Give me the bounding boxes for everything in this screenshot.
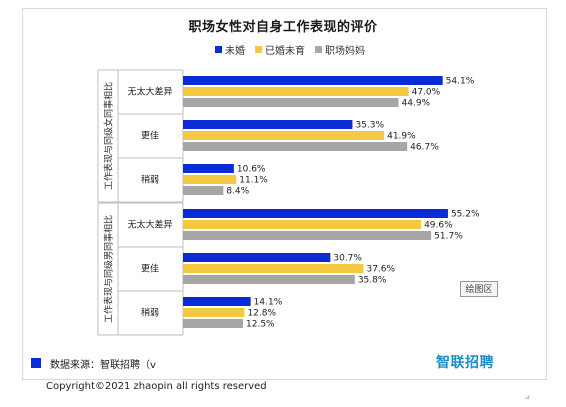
bar-married-no-kids-female-better xyxy=(183,131,385,140)
bar-working-mother-female-weaker xyxy=(183,186,224,195)
data-label: 14.1% xyxy=(254,298,283,308)
data-label: 51.7% xyxy=(434,232,463,242)
bar-unmarried-female-weaker xyxy=(183,164,234,173)
group-label: 工作表现与同级女同事相比 xyxy=(103,82,115,190)
plot-area-button[interactable]: 绘图区 xyxy=(460,281,498,297)
bar-married-no-kids-female-weaker xyxy=(183,175,237,184)
data-label: 44.9% xyxy=(402,99,431,109)
legend-item-unmarried: 未婚 xyxy=(215,42,245,57)
legend-swatch-working-mother xyxy=(315,46,322,53)
data-label: 35.8% xyxy=(358,276,387,286)
data-label: 47.0% xyxy=(412,88,441,98)
legend-label-working-mother: 职场妈妈 xyxy=(325,46,365,57)
bar-working-mother-male-no-difference xyxy=(183,231,432,240)
bar-married-no-kids-male-no-difference xyxy=(183,220,422,229)
bar-married-no-kids-male-weaker xyxy=(183,308,245,317)
data-label: 11.1% xyxy=(239,176,268,186)
data-label: 12.5% xyxy=(246,320,275,330)
brand-logo: 智联招聘 xyxy=(436,355,494,371)
data-label: 8.4% xyxy=(226,187,249,197)
data-label: 54.1% xyxy=(446,77,475,87)
category-label-weaker: 稍弱 xyxy=(141,174,159,186)
copyright: Copyright©2021 zhaopin all rights reserv… xyxy=(46,381,267,392)
data-label: 35.3% xyxy=(355,121,384,131)
bar-unmarried-male-no-difference xyxy=(183,209,448,218)
corner-mark: ⊿ xyxy=(525,394,531,401)
legend-item-working-mother: 职场妈妈 xyxy=(315,42,365,57)
data-label: 12.8% xyxy=(247,309,276,319)
source-marker-icon xyxy=(31,358,41,368)
bar-unmarried-male-better xyxy=(183,253,331,262)
bar-unmarried-female-better xyxy=(183,120,353,129)
legend-swatch-married-no-kids xyxy=(255,46,262,53)
data-label: 49.6% xyxy=(424,221,453,231)
legend-label-unmarried: 未婚 xyxy=(225,46,245,57)
data-label: 41.9% xyxy=(387,132,416,142)
category-label-no-difference: 无太大差异 xyxy=(127,86,172,98)
bar-working-mother-male-weaker xyxy=(183,319,243,328)
chart-title: 职场女性对自身工作表现的评价 xyxy=(188,20,378,35)
chart-legend: 未婚 已婚未育 职场妈妈 xyxy=(215,42,365,57)
bar-working-mother-female-better xyxy=(183,142,408,151)
category-label-weaker: 稍弱 xyxy=(141,307,159,319)
legend-label-married-no-kids: 已婚未育 xyxy=(265,46,305,57)
data-label: 46.7% xyxy=(410,143,439,153)
data-label: 30.7% xyxy=(333,254,362,264)
data-source: 数据来源：智联招聘（v xyxy=(50,360,156,371)
category-label-better: 更佳 xyxy=(141,263,159,275)
bar-unmarried-male-weaker xyxy=(183,297,251,306)
category-label-no-difference: 无太大差异 xyxy=(127,219,172,231)
data-label: 55.2% xyxy=(451,210,480,220)
data-label: 10.6% xyxy=(237,165,266,175)
data-label: 37.6% xyxy=(366,265,395,275)
bar-unmarried-female-no-difference xyxy=(183,76,443,85)
bar-married-no-kids-female-no-difference xyxy=(183,87,409,96)
bar-working-mother-female-no-difference xyxy=(183,98,399,107)
bar-married-no-kids-male-better xyxy=(183,264,364,273)
category-label-better: 更佳 xyxy=(141,130,159,142)
group-label: 工作表现与同级男同事相比 xyxy=(103,215,115,323)
legend-swatch-unmarried xyxy=(215,46,222,53)
legend-item-married-no-kids: 已婚未育 xyxy=(255,42,305,57)
bar-working-mother-male-better xyxy=(183,275,355,284)
